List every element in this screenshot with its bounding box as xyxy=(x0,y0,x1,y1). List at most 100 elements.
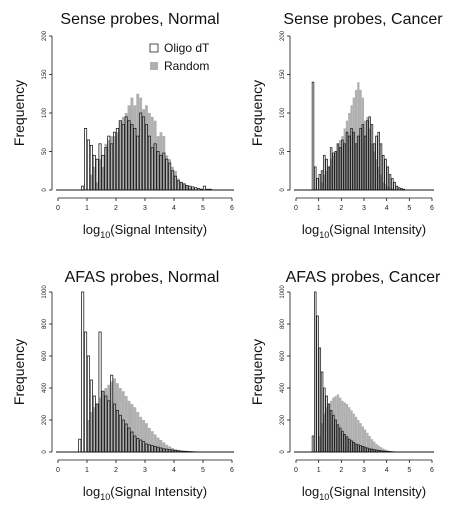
x-axis-label-subscript: 10 xyxy=(319,492,329,502)
panel-2: Sense probes, CancerFrequencylog10(Signa… xyxy=(249,11,443,240)
x-tick-label: 4 xyxy=(172,467,176,474)
y-tick-label: 1000 xyxy=(42,285,48,299)
x-axis-label-suffix: (Signal Intensity) xyxy=(329,222,426,237)
y-tick-label: 0 xyxy=(280,450,286,454)
oligo-dt-bar xyxy=(319,175,321,190)
x-tick-label: 2 xyxy=(114,467,118,474)
x-tick-label: 6 xyxy=(230,467,234,474)
x-tick-label: 5 xyxy=(201,205,205,212)
y-tick-label: 50 xyxy=(42,148,48,155)
y-tick-label: 0 xyxy=(42,450,48,454)
x-axis-label-prefix: log xyxy=(83,222,100,237)
x-tick-label: 5 xyxy=(201,467,205,474)
x-tick-label: 5 xyxy=(407,205,411,212)
y-tick-label: 600 xyxy=(280,350,286,361)
oligo-dt-bar xyxy=(203,186,205,190)
oligo-dt-bar xyxy=(84,128,86,190)
oligo-dt-bar xyxy=(317,316,319,452)
y-tick-label: 200 xyxy=(42,414,48,425)
x-tick-label: 1 xyxy=(85,467,89,474)
x-axis-label-subscript: 10 xyxy=(100,230,110,240)
x-tick-label: 4 xyxy=(385,467,389,474)
x-axis-label-prefix: log xyxy=(83,484,100,499)
x-tick-label: 4 xyxy=(385,205,389,212)
legend-random-swatch xyxy=(150,62,158,70)
x-axis-label: log10(Signal Intensity) xyxy=(83,222,207,240)
x-tick-label: 0 xyxy=(56,205,60,212)
x-tick-label: 3 xyxy=(143,205,147,212)
x-tick-label: 1 xyxy=(85,205,89,212)
x-tick-label: 0 xyxy=(56,467,60,474)
x-axis-label: log10(Signal Intensity) xyxy=(302,484,426,502)
x-tick-label: 2 xyxy=(114,205,118,212)
x-tick-label: 1 xyxy=(317,205,321,212)
oligo-dt-bar xyxy=(87,140,89,190)
x-axis-label: log10(Signal Intensity) xyxy=(83,484,207,502)
oligo-dt-bar xyxy=(84,332,86,452)
legend-oligo-dt-swatch xyxy=(150,44,158,52)
y-tick-label: 100 xyxy=(280,107,286,118)
y-tick-label: 0 xyxy=(42,188,48,192)
y-tick-label: 600 xyxy=(42,350,48,361)
y-tick-label: 150 xyxy=(42,69,48,80)
chart-title: Sense probes, Normal xyxy=(60,11,219,28)
y-tick-label: 1000 xyxy=(280,285,286,299)
x-tick-label: 2 xyxy=(339,205,343,212)
x-axis-label-subscript: 10 xyxy=(100,492,110,502)
x-axis-label-suffix: (Signal Intensity) xyxy=(329,484,426,499)
oligo-dt-bar xyxy=(392,178,394,190)
y-tick-label: 800 xyxy=(280,318,286,329)
oligo-dt-bar xyxy=(314,167,316,190)
oligo-dt-bar xyxy=(396,186,398,190)
oligo-dt-bar xyxy=(79,439,81,452)
y-tick-label: 100 xyxy=(42,107,48,118)
x-tick-label: 6 xyxy=(430,205,434,212)
x-axis-label-suffix: (Signal Intensity) xyxy=(110,484,207,499)
panel-4: AFAS probes, CancerFrequencylog10(Signal… xyxy=(249,269,441,502)
y-tick-label: 400 xyxy=(280,382,286,393)
x-axis-label-prefix: log xyxy=(302,484,319,499)
y-axis-label: Frequency xyxy=(11,80,27,146)
y-tick-label: 150 xyxy=(280,69,286,80)
oligo-dt-bar xyxy=(82,186,84,190)
y-axis-label: Frequency xyxy=(249,80,265,146)
y-tick-label: 200 xyxy=(280,414,286,425)
x-tick-label: 2 xyxy=(339,467,343,474)
x-tick-label: 4 xyxy=(172,205,176,212)
y-axis-label: Frequency xyxy=(11,339,27,405)
y-tick-label: 800 xyxy=(42,318,48,329)
y-axis-label: Frequency xyxy=(249,339,265,405)
legend-random-label: Random xyxy=(164,59,209,73)
oligo-dt-bar xyxy=(314,292,316,452)
y-tick-label: 200 xyxy=(280,30,286,41)
chart-title: AFAS probes, Cancer xyxy=(286,269,441,286)
oligo-dt-bar xyxy=(317,178,319,190)
panel-1: Sense probes, NormalFrequencylog10(Signa… xyxy=(11,11,234,240)
x-tick-label: 3 xyxy=(362,205,366,212)
oligo-dt-bar xyxy=(312,82,314,190)
chart-title: AFAS probes, Normal xyxy=(65,269,220,286)
x-axis-label-suffix: (Signal Intensity) xyxy=(110,222,207,237)
x-tick-label: 5 xyxy=(407,467,411,474)
x-tick-label: 6 xyxy=(230,205,234,212)
x-tick-label: 1 xyxy=(317,467,321,474)
y-tick-label: 0 xyxy=(280,188,286,192)
x-tick-label: 3 xyxy=(362,467,366,474)
x-tick-label: 3 xyxy=(143,467,147,474)
x-tick-label: 6 xyxy=(430,467,434,474)
y-tick-label: 200 xyxy=(42,30,48,41)
chart-title: Sense probes, Cancer xyxy=(283,11,443,28)
oligo-dt-bar xyxy=(312,436,314,452)
x-tick-label: 0 xyxy=(294,205,298,212)
x-axis-label-prefix: log xyxy=(302,222,319,237)
y-tick-label: 400 xyxy=(42,382,48,393)
x-axis-label: log10(Signal Intensity) xyxy=(302,222,426,240)
legend: Oligo dT Random xyxy=(150,41,210,73)
x-axis-label-subscript: 10 xyxy=(319,230,329,240)
y-tick-label: 50 xyxy=(280,148,286,155)
oligo-dt-bar xyxy=(82,292,84,452)
legend-oligo-dt-label: Oligo dT xyxy=(164,41,210,55)
panel-3: AFAS probes, NormalFrequencylog10(Signal… xyxy=(11,269,234,502)
